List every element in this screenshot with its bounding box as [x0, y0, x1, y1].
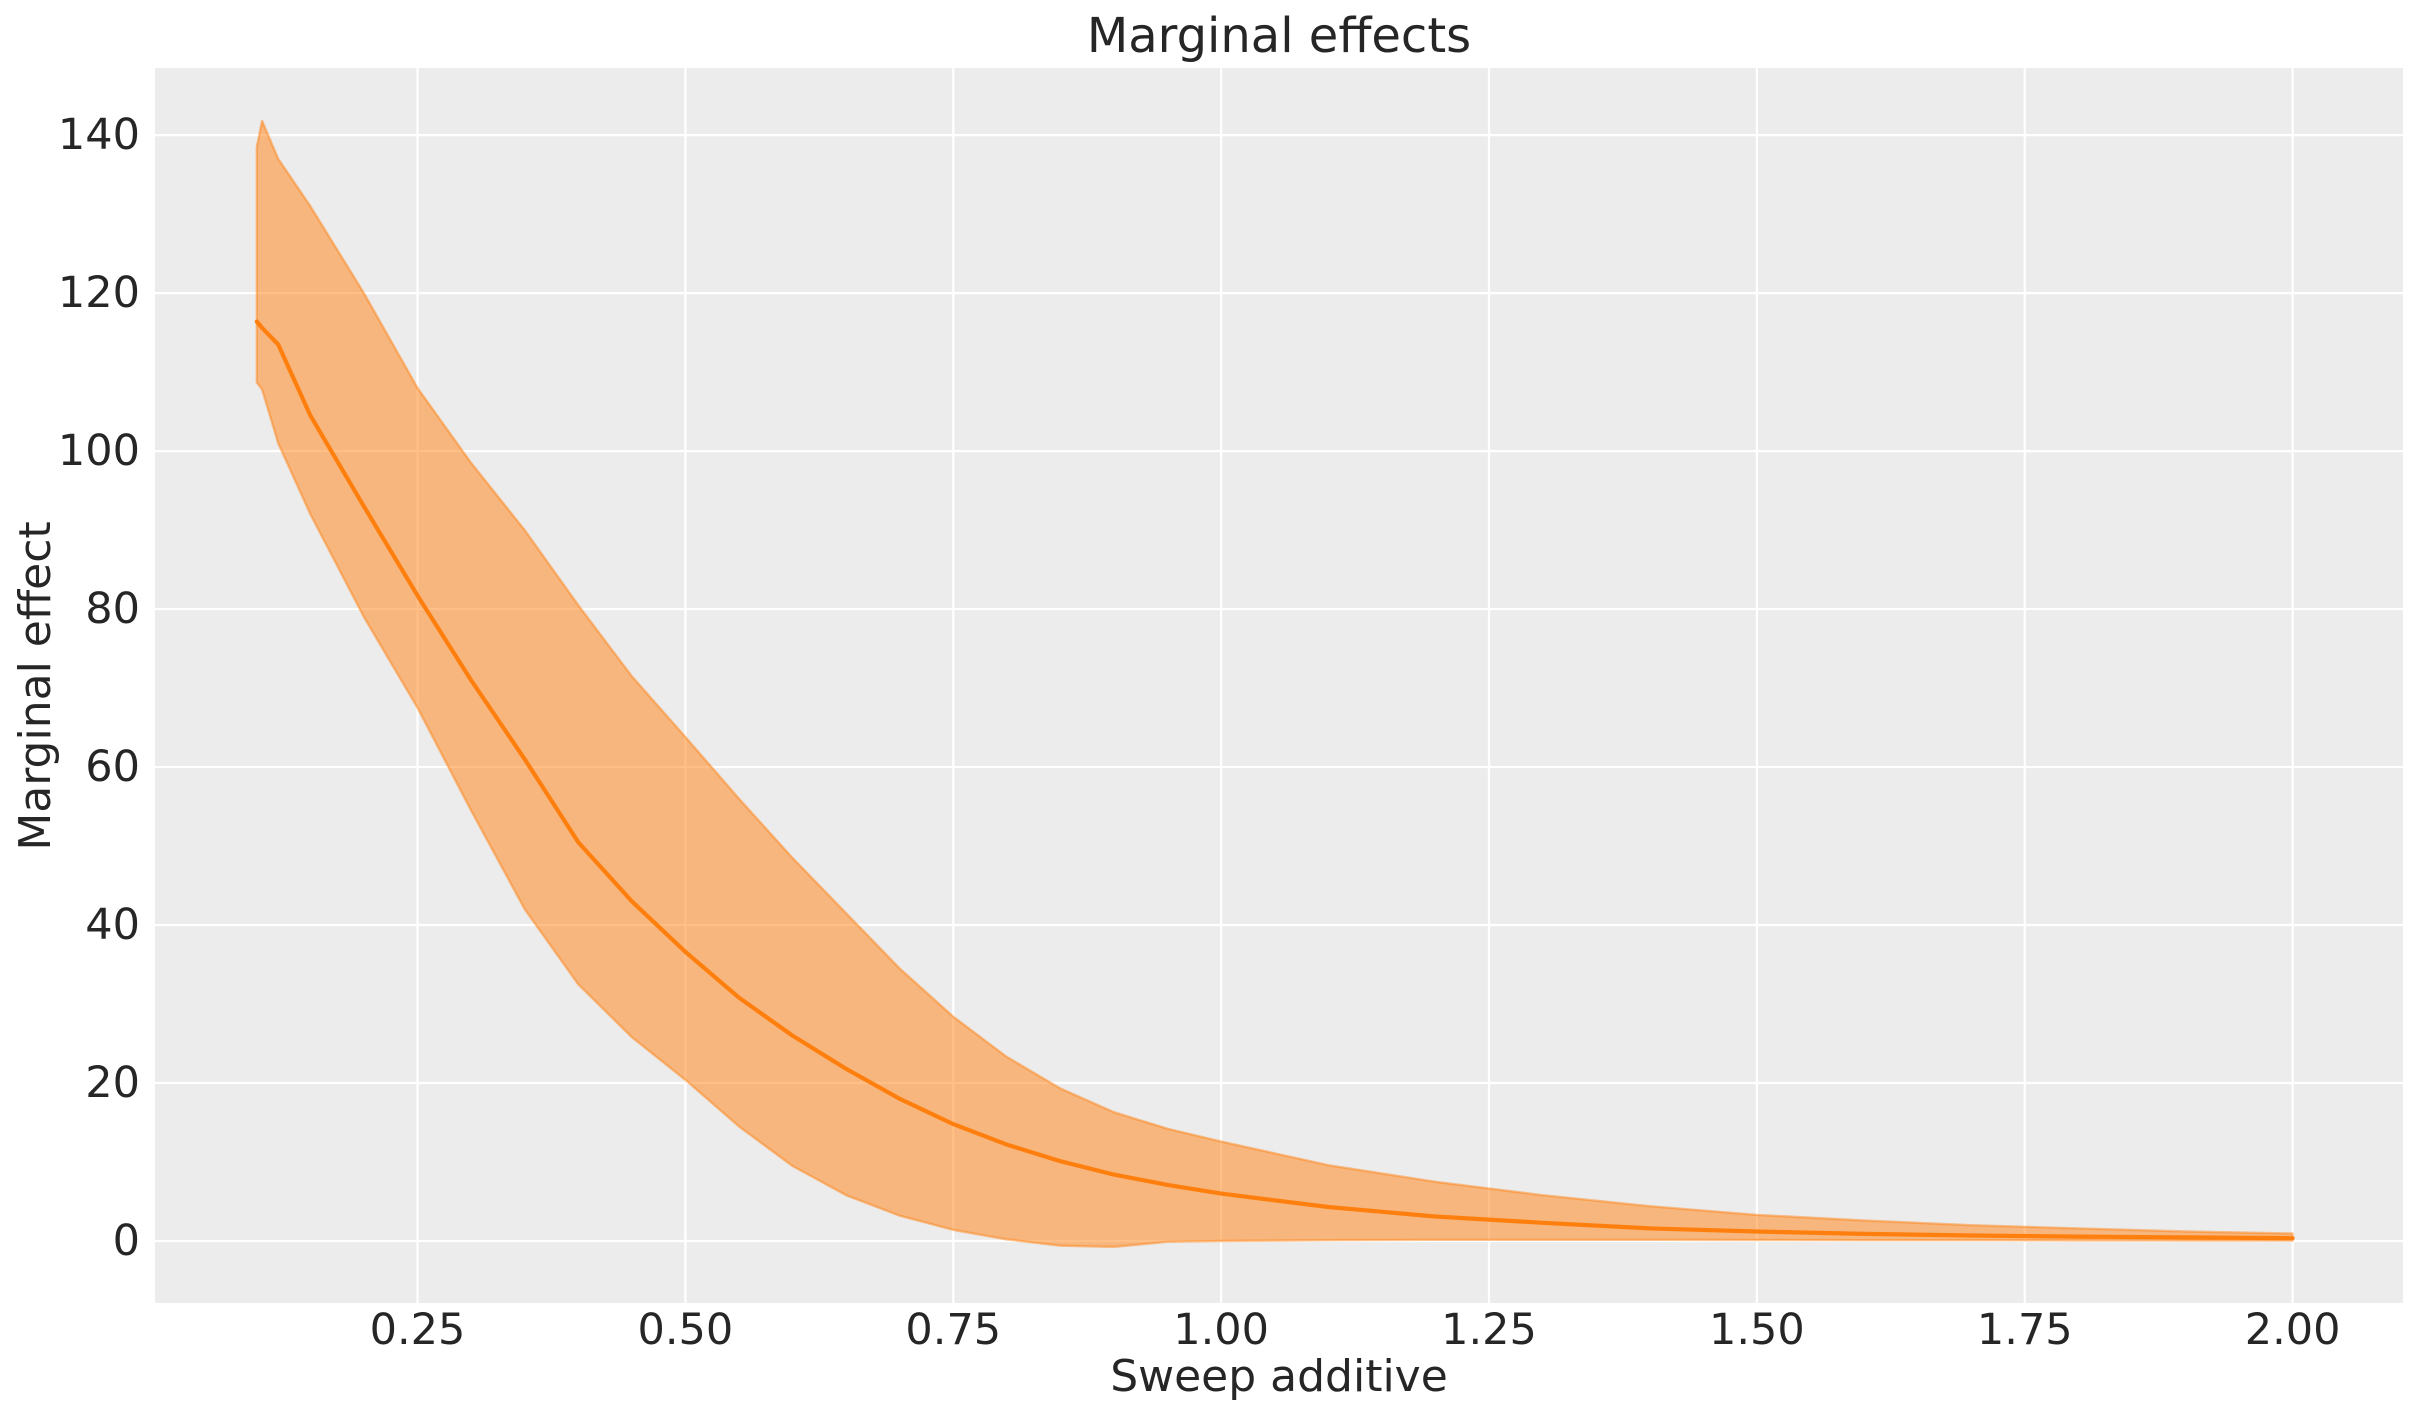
- chart-title: Marginal effects: [1086, 8, 1472, 64]
- gridlines: [155, 68, 2403, 1303]
- x-axis-label: Sweep additive: [1110, 1351, 1448, 1402]
- y-axis-label: Marginal effect: [10, 521, 61, 851]
- y-tick-label: 60: [85, 742, 140, 793]
- x-tick-label: 0.50: [637, 1305, 734, 1355]
- confidence-band: [255, 119, 2294, 1249]
- mean-line: [254, 319, 2295, 1241]
- x-tick-label: 1.50: [1709, 1305, 1805, 1355]
- y-tick-label: 80: [85, 584, 140, 635]
- y-tick-label: 120: [57, 268, 140, 319]
- x-tick-label: 1.25: [1441, 1305, 1537, 1355]
- x-tick-label: 2.00: [2244, 1305, 2341, 1355]
- x-tick-label: 0.75: [905, 1305, 1002, 1355]
- x-tick-label: 1.75: [1976, 1305, 2073, 1355]
- y-tick-label: 40: [85, 900, 140, 950]
- y-tick-label: 0: [112, 1216, 140, 1266]
- y-tick-label: 20: [85, 1058, 140, 1108]
- y-tick-label: 100: [57, 426, 140, 477]
- x-tick-label: 0.25: [369, 1305, 466, 1355]
- y-tick-label: 140: [57, 110, 140, 161]
- x-tick-label: 1.00: [1173, 1305, 1269, 1355]
